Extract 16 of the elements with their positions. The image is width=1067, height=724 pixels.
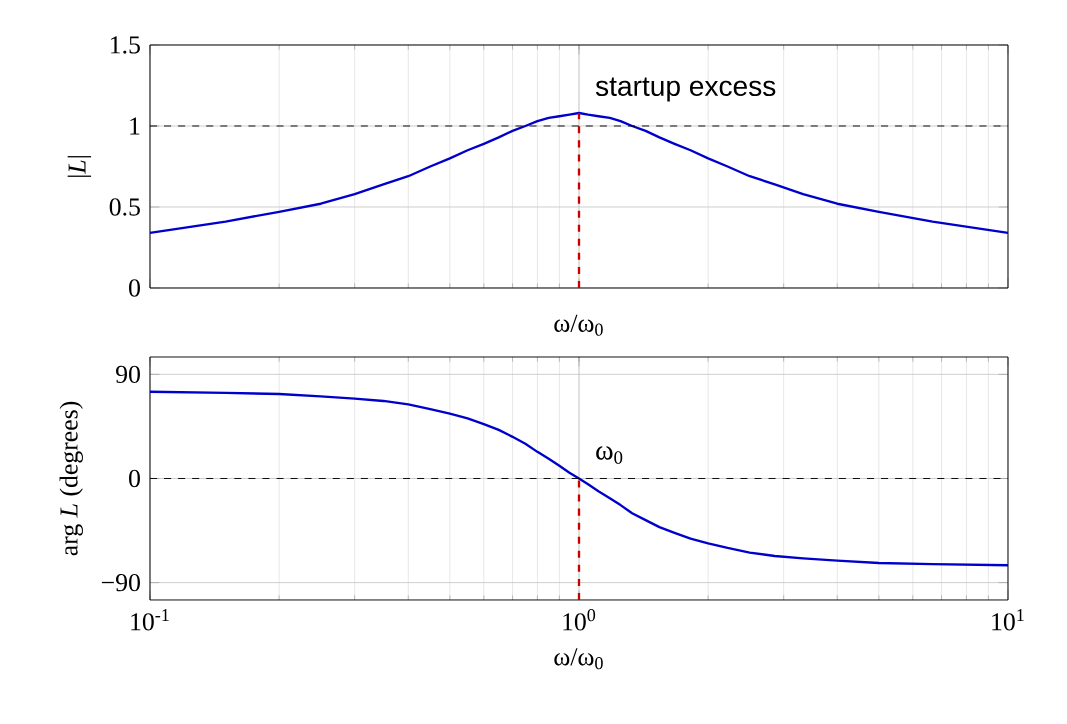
y-axis-title: arg L (degrees) — [59, 401, 83, 556]
y-axis-title: |L| — [67, 156, 92, 177]
y-tick-label: 0 — [129, 469, 140, 488]
x-tick-label: 10$^{-1}$ — [131, 609, 169, 631]
y-tick-label: −90 — [101, 573, 140, 592]
x-axis-title: ω/ω$_{0}$ — [554, 648, 603, 670]
y-tick-label: 0 — [129, 279, 140, 297]
y-tick-label: 0.5 — [109, 198, 140, 216]
y-tick-label: 90 — [116, 365, 140, 384]
x-tick-label: 10$^{0}$ — [563, 609, 596, 631]
x-tick-label: 10$^{1}$ — [992, 609, 1024, 631]
x-axis-title: ω/ω$_{0}$ — [554, 314, 603, 336]
annotation: ω$_{0}$ — [596, 446, 623, 464]
annotation: startup excess — [595, 77, 776, 102]
y-tick-label: 1 — [130, 117, 140, 135]
y-tick-label: 1.5 — [111, 36, 140, 54]
